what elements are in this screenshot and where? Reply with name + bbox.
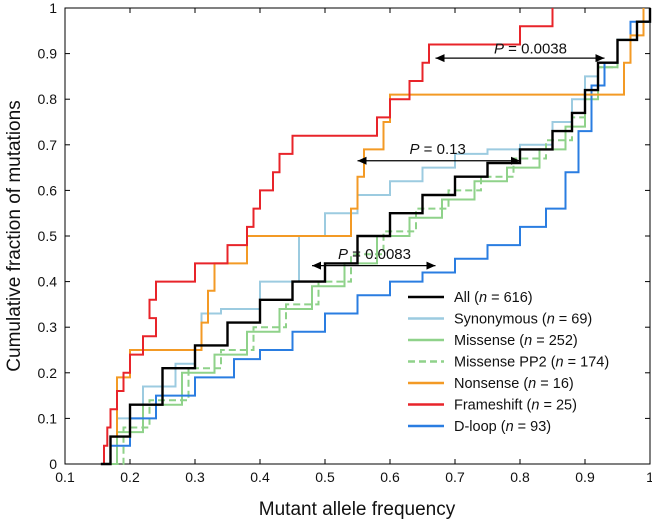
x-tick-label: 0.6	[380, 469, 400, 485]
legend-entry: D-loop (n = 93)	[454, 419, 551, 435]
x-axis-ticks: 0.1 0.2 0.3 0.4 0.5 0.6 0.7 0.8 0.9 1	[55, 8, 652, 485]
legend-entry: Frameshift (n = 25)	[454, 398, 577, 414]
legend-entry: Nonsense (n = 16)	[454, 376, 574, 392]
y-tick-label: 0.2	[38, 365, 58, 381]
legend-entry: All (n = 616)	[454, 290, 533, 306]
x-axis-title: Mutant allele frequency	[259, 499, 456, 520]
y-tick-label: 0.1	[38, 410, 58, 426]
y-tick-label: 0.9	[38, 46, 58, 62]
x-tick-label: 0.2	[120, 469, 140, 485]
p-value-label: P = 0.0083	[338, 246, 411, 263]
series-line-all	[100, 8, 652, 466]
series-line-frameshift	[100, 8, 554, 465]
legend: All (n = 616) Synonymous (n = 69) Missense…	[408, 290, 609, 435]
y-tick-label: 0.5	[38, 228, 58, 244]
y-tick-label: 0	[49, 456, 57, 472]
legend-entry: Synonymous (n = 69)	[454, 312, 592, 328]
y-tick-label: 0.6	[38, 182, 58, 198]
series-lines	[100, 8, 652, 466]
x-tick-label: 0.3	[185, 469, 205, 485]
p-value-label: P = 0.13	[410, 141, 466, 158]
y-tick-label: 0.8	[38, 91, 58, 107]
x-tick-label: 0.5	[315, 469, 335, 485]
y-tick-label: 0.4	[38, 274, 58, 290]
legend-entry: Missense PP2 (n = 174)	[454, 355, 609, 371]
x-tick-label: 1	[646, 469, 652, 485]
y-tick-label: 0.3	[38, 319, 58, 335]
x-tick-label: 0.7	[445, 469, 465, 485]
y-axis-ticks: 0 0.1 0.2 0.3 0.4 0.5 0.6 0.7 0.8 0.9 1	[38, 0, 650, 472]
y-tick-label: 1	[49, 0, 57, 16]
series-line-d-loop	[100, 8, 651, 465]
y-tick-label: 0.7	[38, 137, 58, 153]
legend-entry: Missense (n = 252)	[454, 333, 578, 349]
x-tick-label: 0.9	[575, 469, 595, 485]
x-tick-label: 0.1	[55, 469, 75, 485]
p-value-label: P = 0.0038	[494, 41, 567, 58]
x-tick-label: 0.4	[250, 469, 270, 485]
y-axis-title: Cumulative fraction of mutations	[4, 100, 25, 371]
p-value-annotations: P = 0.0038 P = 0.13 P = 0.0083	[312, 41, 605, 270]
x-tick-label: 0.8	[510, 469, 530, 485]
